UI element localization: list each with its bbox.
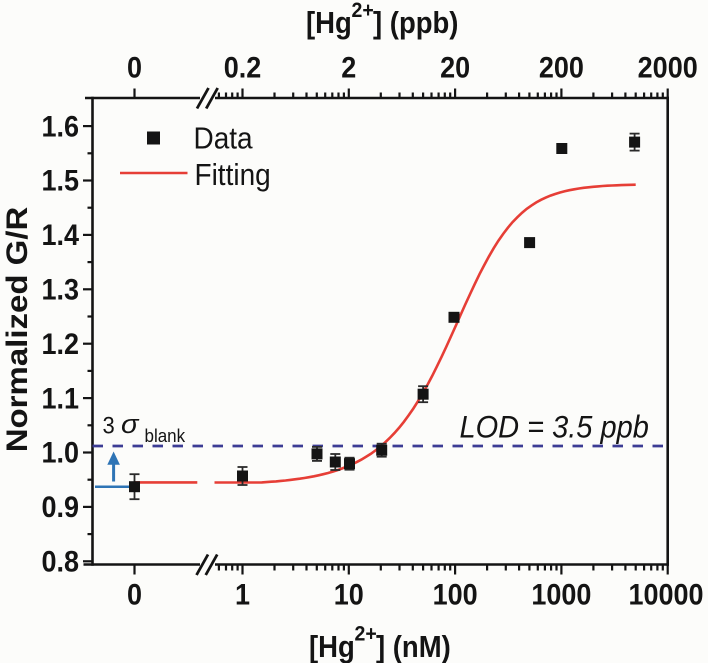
svg-text:[Hg: [Hg bbox=[309, 631, 355, 663]
svg-text:] (ppb): ] (ppb) bbox=[373, 7, 458, 40]
svg-text:200: 200 bbox=[539, 51, 584, 84]
svg-text:blank: blank bbox=[145, 425, 186, 446]
svg-text:3: 3 bbox=[103, 412, 115, 439]
svg-text:100: 100 bbox=[433, 579, 478, 612]
svg-text:2+: 2+ bbox=[355, 622, 377, 646]
svg-text:1.0: 1.0 bbox=[41, 437, 79, 470]
svg-text:20: 20 bbox=[440, 51, 470, 84]
svg-text:1.2: 1.2 bbox=[41, 328, 79, 361]
svg-text:Normalized G/R: Normalized G/R bbox=[0, 206, 34, 452]
svg-text:1: 1 bbox=[235, 579, 250, 612]
svg-text:1.4: 1.4 bbox=[41, 219, 79, 252]
svg-text:Fitting: Fitting bbox=[195, 158, 271, 193]
svg-text:0: 0 bbox=[127, 51, 142, 84]
svg-text:] (nM): ] (nM) bbox=[376, 631, 451, 663]
svg-text:1.5: 1.5 bbox=[41, 165, 79, 198]
svg-text:1.6: 1.6 bbox=[41, 110, 79, 143]
svg-text:0: 0 bbox=[127, 579, 142, 612]
svg-text:Data: Data bbox=[194, 121, 254, 156]
svg-text:LOD = 3.5 ppb: LOD = 3.5 ppb bbox=[460, 409, 649, 445]
svg-text:0.8: 0.8 bbox=[41, 545, 79, 578]
svg-text:1.3: 1.3 bbox=[41, 273, 79, 306]
svg-text:0.9: 0.9 bbox=[41, 491, 79, 524]
svg-text:0.2: 0.2 bbox=[224, 51, 262, 84]
svg-text:10: 10 bbox=[334, 579, 364, 612]
svg-text:2+: 2+ bbox=[352, 0, 374, 22]
svg-text:2000: 2000 bbox=[638, 51, 698, 84]
svg-text:1000: 1000 bbox=[531, 579, 591, 612]
svg-text:2: 2 bbox=[341, 51, 356, 84]
svg-text:[Hg: [Hg bbox=[306, 7, 352, 40]
svg-text:1.1: 1.1 bbox=[41, 382, 79, 415]
svg-text:σ: σ bbox=[121, 410, 139, 439]
svg-text:10000: 10000 bbox=[628, 579, 703, 612]
